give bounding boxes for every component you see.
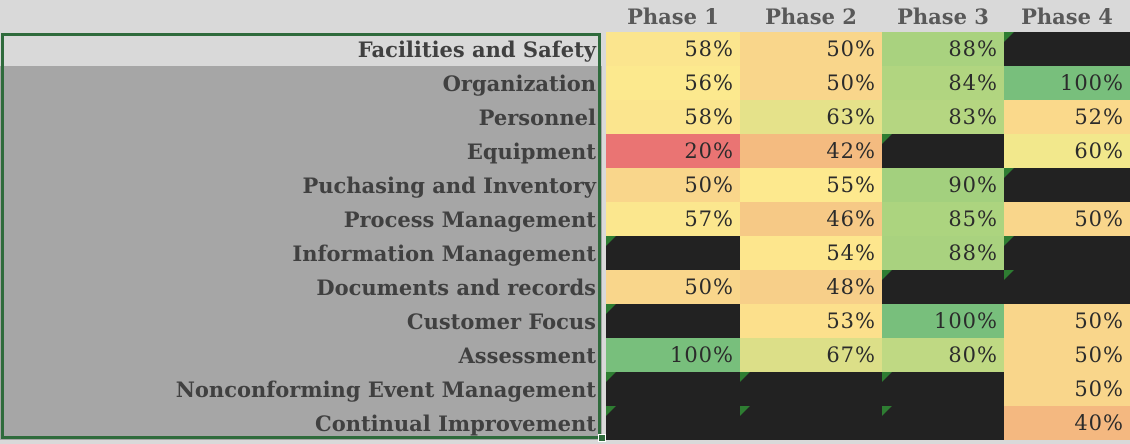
score-cell[interactable]: 50% xyxy=(1004,304,1130,338)
row-label[interactable]: Facilities and Safety xyxy=(0,32,602,66)
score-cell[interactable]: 46% xyxy=(740,202,882,236)
score-cell[interactable]: 90% xyxy=(882,168,1004,202)
score-cell[interactable]: 100% xyxy=(882,304,1004,338)
table-row: Documents and records 50% 48% xyxy=(0,270,1130,304)
score-cell[interactable] xyxy=(1004,270,1130,304)
row-label[interactable]: Personnel xyxy=(0,100,602,134)
score-cell[interactable]: 63% xyxy=(740,100,882,134)
score-cell[interactable]: 56% xyxy=(606,66,740,100)
score-cell[interactable]: 50% xyxy=(606,168,740,202)
score-cell[interactable]: 58% xyxy=(606,32,740,66)
score-cell[interactable]: 60% xyxy=(1004,134,1130,168)
score-cell[interactable]: 42% xyxy=(740,134,882,168)
score-cell[interactable]: 20% xyxy=(606,134,740,168)
score-cell[interactable]: 50% xyxy=(606,270,740,304)
score-cell[interactable]: 88% xyxy=(882,32,1004,66)
score-cell[interactable] xyxy=(740,372,882,406)
score-cell[interactable] xyxy=(1004,236,1130,270)
score-cell[interactable] xyxy=(606,304,740,338)
score-cell[interactable]: 48% xyxy=(740,270,882,304)
score-cell[interactable]: 57% xyxy=(606,202,740,236)
row-label[interactable]: Continual Improvement xyxy=(0,406,602,440)
table-row: Puchasing and Inventory 50% 55% 90% xyxy=(0,168,1130,202)
table-row: Assessment 100% 67% 80% 50% xyxy=(0,338,1130,372)
score-cell[interactable]: 50% xyxy=(1004,372,1130,406)
table-row: Continual Improvement 40% xyxy=(0,406,1130,440)
score-cell[interactable] xyxy=(882,134,1004,168)
fill-handle[interactable] xyxy=(598,434,606,442)
column-header-phase-2[interactable]: Phase 2 xyxy=(765,3,857,29)
score-cell[interactable] xyxy=(882,270,1004,304)
table-row: Nonconforming Event Management 50% xyxy=(0,372,1130,406)
score-cell[interactable] xyxy=(740,406,882,440)
table-row: Customer Focus 53% 100% 50% xyxy=(0,304,1130,338)
row-label[interactable]: Customer Focus xyxy=(0,304,602,338)
score-cell[interactable]: 67% xyxy=(740,338,882,372)
score-cell[interactable]: 55% xyxy=(740,168,882,202)
score-cell[interactable]: 40% xyxy=(1004,406,1130,440)
score-cell[interactable]: 100% xyxy=(606,338,740,372)
table-row: Equipment 20% 42% 60% xyxy=(0,134,1130,168)
table-row: Facilities and Safety 58% 50% 88% xyxy=(0,32,1130,66)
row-label[interactable]: Nonconforming Event Management xyxy=(0,372,602,406)
score-cell[interactable] xyxy=(882,406,1004,440)
row-label[interactable]: Puchasing and Inventory xyxy=(0,168,602,202)
table-row: Process Management 57% 46% 85% 50% xyxy=(0,202,1130,236)
score-cell[interactable] xyxy=(1004,168,1130,202)
score-cell[interactable]: 54% xyxy=(740,236,882,270)
table-row: Organization 56% 50% 84% 100% xyxy=(0,66,1130,100)
score-cell[interactable]: 52% xyxy=(1004,100,1130,134)
score-cell[interactable] xyxy=(606,372,740,406)
score-cell[interactable] xyxy=(1004,32,1130,66)
column-header-phase-3[interactable]: Phase 3 xyxy=(897,3,989,29)
column-header-row: Phase 1 Phase 2 Phase 3 Phase 4 xyxy=(0,0,1130,32)
score-cell[interactable]: 80% xyxy=(882,338,1004,372)
score-cell[interactable]: 53% xyxy=(740,304,882,338)
row-label[interactable]: Assessment xyxy=(0,338,602,372)
score-cell[interactable] xyxy=(606,236,740,270)
score-cell[interactable] xyxy=(882,372,1004,406)
score-cell[interactable]: 58% xyxy=(606,100,740,134)
score-cell[interactable]: 50% xyxy=(1004,202,1130,236)
column-header-phase-1[interactable]: Phase 1 xyxy=(627,3,719,29)
row-label[interactable]: Equipment xyxy=(0,134,602,168)
row-label[interactable]: Documents and records xyxy=(0,270,602,304)
table-row: Personnel 58% 63% 83% 52% xyxy=(0,100,1130,134)
score-cell[interactable]: 83% xyxy=(882,100,1004,134)
row-label[interactable]: Organization xyxy=(0,66,602,100)
score-cell[interactable]: 50% xyxy=(1004,338,1130,372)
score-cell[interactable] xyxy=(606,406,740,440)
table-row: Information Management 54% 88% xyxy=(0,236,1130,270)
score-cell[interactable]: 100% xyxy=(1004,66,1130,100)
column-header-phase-4[interactable]: Phase 4 xyxy=(1021,3,1113,29)
row-label[interactable]: Process Management xyxy=(0,202,602,236)
row-label[interactable]: Information Management xyxy=(0,236,602,270)
score-cell[interactable]: 84% xyxy=(882,66,1004,100)
score-cell[interactable]: 85% xyxy=(882,202,1004,236)
score-cell[interactable]: 50% xyxy=(740,66,882,100)
score-cell[interactable]: 88% xyxy=(882,236,1004,270)
score-cell[interactable]: 50% xyxy=(740,32,882,66)
